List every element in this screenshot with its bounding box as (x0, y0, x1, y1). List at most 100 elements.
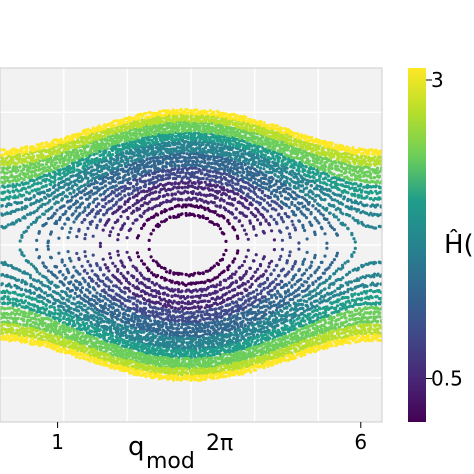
scatter-point (111, 334, 115, 338)
scatter-point (269, 301, 273, 305)
scatter-point (208, 292, 212, 296)
scatter-point (241, 308, 245, 312)
scatter-point (104, 291, 108, 295)
scatter-point (20, 200, 24, 204)
scatter-point (63, 222, 67, 226)
scatter-point (234, 216, 238, 220)
scatter-point (264, 308, 268, 312)
scatter-point (171, 339, 176, 343)
scatter-point (196, 205, 200, 210)
scatter-point (216, 224, 221, 228)
scatter-point (153, 289, 157, 293)
scatter-point (113, 264, 117, 268)
scatter-point (60, 260, 64, 264)
scatter-point (369, 196, 373, 201)
scatter-point (173, 192, 178, 196)
scatter-point (211, 145, 215, 150)
scatter-point (80, 196, 84, 200)
scatter-point (133, 296, 137, 300)
scatter-point (222, 188, 226, 192)
scatter-point (55, 276, 59, 280)
scatter-point (80, 201, 85, 205)
scatter-point (160, 210, 164, 214)
scatter-point (160, 155, 164, 159)
scatter-point (231, 342, 235, 346)
scatter-point (233, 228, 237, 232)
scatter-point (116, 218, 120, 222)
scatter-point (279, 254, 283, 258)
scatter-point (258, 282, 263, 286)
scatter-point (365, 284, 369, 288)
scatter-point (153, 167, 157, 171)
scatter-point (164, 312, 168, 316)
scatter-point (94, 281, 98, 285)
scatter-point (193, 271, 197, 275)
scatter-point (161, 307, 165, 311)
scatter-point (130, 150, 134, 154)
scatter-point (105, 328, 109, 332)
scatter-point (259, 166, 263, 170)
scatter-point (205, 177, 209, 181)
scatter-point (156, 140, 160, 145)
scatter-point (267, 188, 271, 192)
scatter-point (57, 251, 61, 255)
scatter-point (267, 261, 272, 265)
scatter-point (215, 204, 219, 208)
scatter-point (250, 282, 254, 286)
scatter-point (178, 174, 182, 178)
scatter-point (267, 297, 271, 301)
scatter-point (343, 223, 347, 227)
scatter-point (293, 204, 297, 208)
scatter-point (93, 215, 97, 219)
scatter-point (77, 227, 81, 232)
scatter-point (191, 339, 195, 343)
scatter-point (6, 263, 10, 268)
scatter-point (338, 208, 342, 212)
scatter-point (123, 330, 127, 335)
scatter-point (224, 308, 228, 313)
scatter-point (285, 261, 289, 265)
scatter-point (248, 285, 253, 289)
scatter-point (16, 278, 21, 282)
scatter-point (166, 193, 170, 197)
scatter-point (227, 196, 231, 200)
scatter-point (245, 169, 250, 174)
scatter-point (183, 297, 187, 301)
scatter-point (170, 294, 174, 298)
scatter-point (156, 149, 160, 153)
scatter-point (96, 211, 100, 215)
scatter-point (95, 185, 99, 189)
scatter-point (339, 193, 343, 197)
scatter-point (218, 312, 223, 316)
scatter-point (123, 194, 127, 198)
scatter-point (372, 275, 376, 279)
scatter-point (116, 233, 120, 237)
scatter-point (168, 215, 172, 219)
scatter-point (105, 276, 109, 280)
scatter-point (200, 171, 204, 175)
scatter-point (233, 272, 237, 276)
scatter-point (53, 178, 57, 182)
scatter-point (269, 272, 273, 276)
scatter-point (200, 205, 204, 209)
scatter-point (236, 182, 240, 186)
scatter-point (245, 288, 249, 292)
scatter-point (107, 218, 111, 222)
scatter-point (20, 206, 24, 210)
scatter-point (287, 205, 291, 209)
scatter-point (91, 208, 95, 212)
scatter-point (72, 189, 76, 193)
scatter-point (29, 211, 33, 215)
scatter-point (127, 339, 131, 343)
scatter-point (24, 229, 28, 233)
scatter-point (270, 314, 274, 318)
scatter-point (246, 192, 250, 196)
scatter-point (263, 193, 267, 198)
scatter-point (219, 197, 223, 201)
scatter-point (220, 177, 224, 181)
scatter-point (231, 309, 236, 313)
scatter-point (201, 176, 205, 181)
scatter-point (226, 165, 230, 169)
scatter-point (217, 190, 222, 194)
scatter-point (238, 316, 242, 321)
